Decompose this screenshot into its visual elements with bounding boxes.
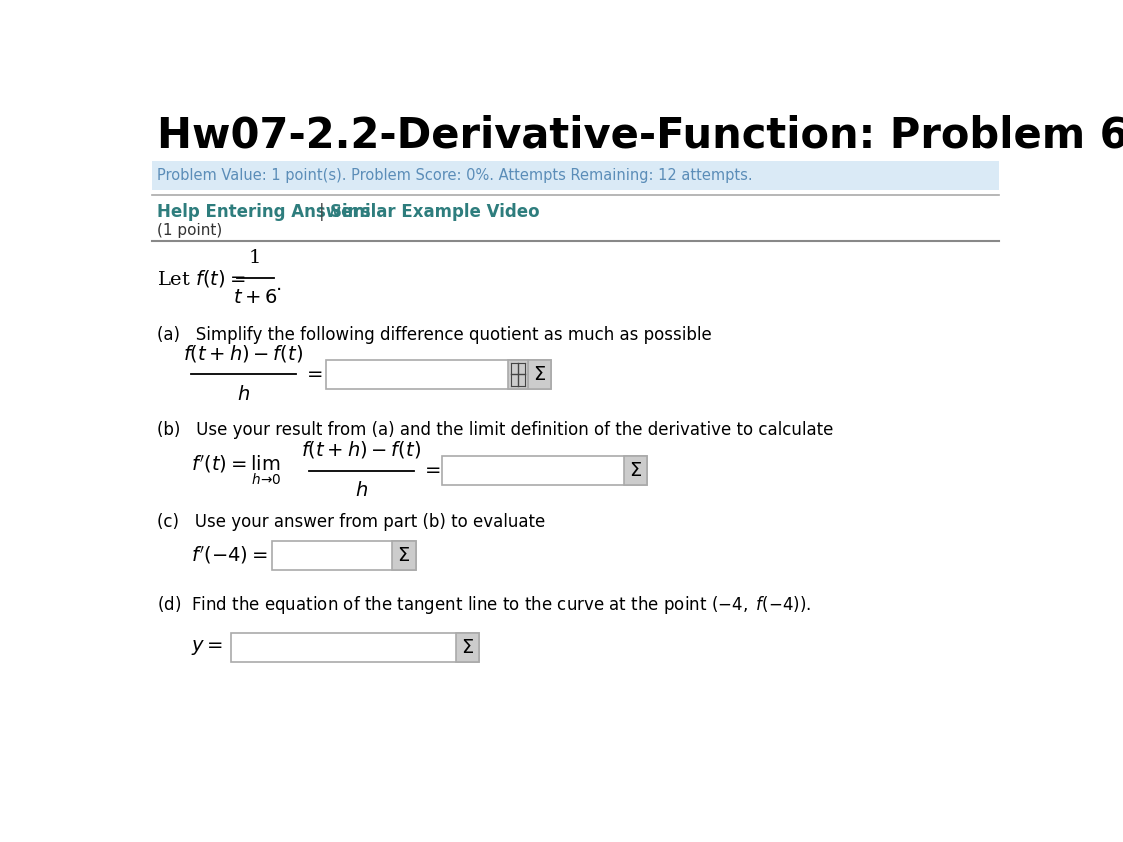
Text: (a)   Simplify the following difference quotient as much as possible: (a) Simplify the following difference qu… [157, 326, 712, 344]
Text: Hw07-2.2-Derivative-Function: Problem 6: Hw07-2.2-Derivative-Function: Problem 6 [157, 115, 1123, 157]
Text: =: = [307, 365, 323, 384]
Text: (b)   Use your result from (a) and the limit definition of the derivative to cal: (b) Use your result from (a) and the lim… [157, 421, 833, 439]
Text: (c)   Use your answer from part (b) to evaluate: (c) Use your answer from part (b) to eva… [157, 513, 546, 531]
Bar [528, 360, 551, 389]
Bar [272, 541, 416, 570]
Bar [441, 456, 647, 485]
Text: $y =$: $y =$ [191, 638, 223, 658]
Text: $\Sigma$: $\Sigma$ [460, 638, 474, 658]
Text: $f(t + h) - f(t)$: $f(t + h) - f(t)$ [183, 343, 303, 364]
Text: $\Sigma$: $\Sigma$ [398, 546, 410, 565]
Text: $h$: $h$ [355, 482, 367, 500]
Bar [456, 633, 480, 663]
Text: Similar Example Video: Similar Example Video [330, 203, 540, 221]
Text: $t + 6$: $t + 6$ [232, 289, 277, 307]
Text: |: | [319, 203, 325, 221]
Text: $f'(t) = \lim_{h \to 0}$: $f'(t) = \lim_{h \to 0}$ [191, 454, 281, 488]
Text: $h$: $h$ [237, 385, 250, 404]
Text: $\Sigma$: $\Sigma$ [629, 461, 642, 480]
Bar [508, 360, 528, 389]
Bar [152, 161, 999, 190]
Text: =: = [424, 461, 441, 480]
Bar [392, 541, 416, 570]
Text: $\Sigma$: $\Sigma$ [533, 365, 546, 384]
Text: $f'(-4) =$: $f'(-4) =$ [191, 544, 267, 567]
Bar [327, 360, 551, 389]
Text: (d)  Find the equation of the tangent line to the curve at the point $(-4,\ f(-4: (d) Find the equation of the tangent lin… [157, 594, 812, 616]
Text: Help Entering Answers: Help Entering Answers [157, 203, 371, 221]
Text: 1: 1 [249, 249, 262, 268]
Text: $f(t + h) - f(t)$: $f(t + h) - f(t)$ [301, 439, 421, 460]
Text: Let $f(t) =$: Let $f(t) =$ [157, 268, 246, 289]
Text: .: . [276, 274, 282, 294]
Text: (1 point): (1 point) [157, 222, 222, 237]
Bar [624, 456, 647, 485]
Text: Problem Value: 1 point(s). Problem Score: 0%. Attempts Remaining: 12 attempts.: Problem Value: 1 point(s). Problem Score… [157, 168, 754, 184]
Bar [231, 633, 480, 663]
